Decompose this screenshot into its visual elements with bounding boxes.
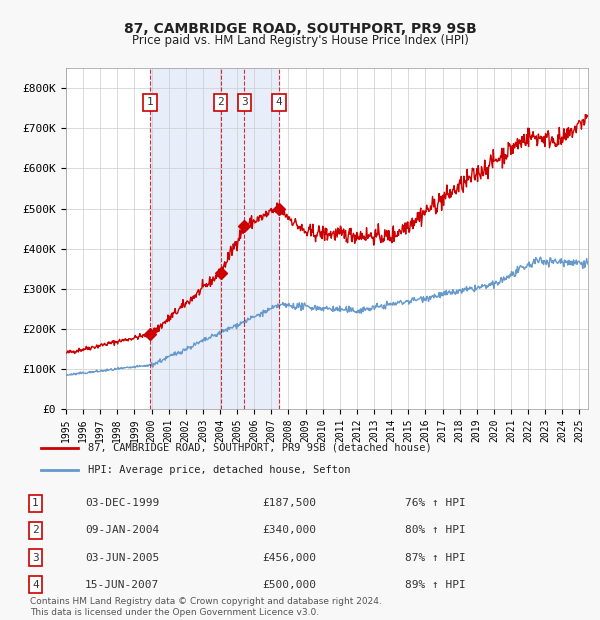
Text: 4: 4 — [32, 580, 39, 590]
Bar — [221, 68, 279, 409]
Text: 09-JAN-2004: 09-JAN-2004 — [85, 525, 160, 536]
Text: HPI: Average price, detached house, Sefton: HPI: Average price, detached house, Seft… — [88, 465, 350, 475]
Text: 1: 1 — [147, 97, 154, 107]
Text: Contains HM Land Registry data © Crown copyright and database right 2024.
This d: Contains HM Land Registry data © Crown c… — [30, 598, 382, 617]
Text: 4: 4 — [276, 97, 283, 107]
Text: 03-DEC-1999: 03-DEC-1999 — [85, 498, 160, 508]
Text: £500,000: £500,000 — [262, 580, 316, 590]
Text: £187,500: £187,500 — [262, 498, 316, 508]
Bar — [150, 68, 221, 409]
Text: 87, CAMBRIDGE ROAD, SOUTHPORT, PR9 9SB (detached house): 87, CAMBRIDGE ROAD, SOUTHPORT, PR9 9SB (… — [88, 443, 432, 453]
Text: 2: 2 — [217, 97, 224, 107]
Text: 03-JUN-2005: 03-JUN-2005 — [85, 552, 160, 562]
Text: 3: 3 — [241, 97, 248, 107]
Text: 76% ↑ HPI: 76% ↑ HPI — [406, 498, 466, 508]
Text: Price paid vs. HM Land Registry's House Price Index (HPI): Price paid vs. HM Land Registry's House … — [131, 34, 469, 47]
Text: 87, CAMBRIDGE ROAD, SOUTHPORT, PR9 9SB: 87, CAMBRIDGE ROAD, SOUTHPORT, PR9 9SB — [124, 22, 476, 36]
Text: 80% ↑ HPI: 80% ↑ HPI — [406, 525, 466, 536]
Text: 3: 3 — [32, 552, 39, 562]
Text: 2: 2 — [32, 525, 39, 536]
Text: £456,000: £456,000 — [262, 552, 316, 562]
Text: 87% ↑ HPI: 87% ↑ HPI — [406, 552, 466, 562]
Text: £340,000: £340,000 — [262, 525, 316, 536]
Text: 89% ↑ HPI: 89% ↑ HPI — [406, 580, 466, 590]
Text: 1: 1 — [32, 498, 39, 508]
Text: 15-JUN-2007: 15-JUN-2007 — [85, 580, 160, 590]
